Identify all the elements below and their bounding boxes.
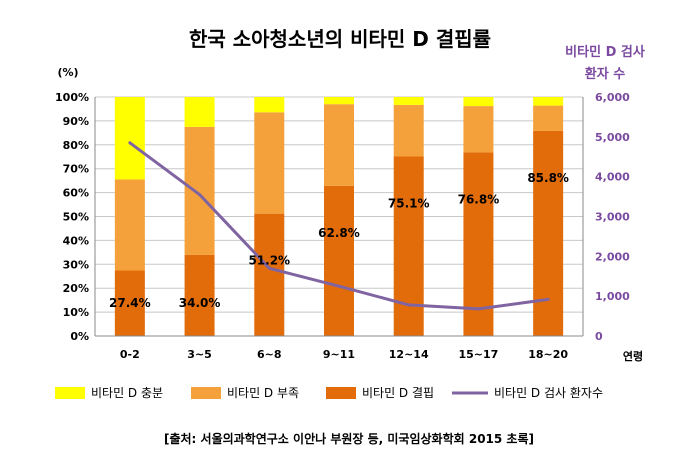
left-tick-label: 50% xyxy=(63,211,89,224)
bar xyxy=(324,185,354,336)
bar xyxy=(184,97,215,127)
bar xyxy=(463,106,494,153)
bar xyxy=(114,270,145,336)
data-label: 62.8% xyxy=(318,226,360,240)
bar xyxy=(463,152,494,336)
category-label: 3~5 xyxy=(187,348,212,361)
bar xyxy=(254,97,285,113)
legend-swatch xyxy=(326,387,356,399)
data-label: 85.8% xyxy=(527,171,569,185)
chart-title: 한국 소아청소년의 비타민 D 결핍률 xyxy=(189,27,491,51)
category-label: 9~11 xyxy=(323,348,355,361)
legend: 비타민 D 충분 비타민 D 부족 비타민 D 결핍 비타민 D 검사 환자수 xyxy=(55,386,603,400)
left-tick-label: 30% xyxy=(63,258,89,271)
line-point xyxy=(546,297,550,301)
legend-label: 비타민 D 충분 xyxy=(91,386,163,400)
line-point xyxy=(267,266,271,270)
left-tick-label: 40% xyxy=(63,234,89,247)
bar xyxy=(533,105,564,131)
bar xyxy=(114,179,145,271)
right-axis-title-line1: 비타민 D 검사 xyxy=(565,44,645,60)
bar xyxy=(393,104,424,157)
left-tick-label: 0% xyxy=(70,330,89,343)
right-tick-label: 2,000 xyxy=(595,250,630,263)
line-point xyxy=(476,307,480,311)
right-tick-label: 6,000 xyxy=(595,91,630,104)
bar xyxy=(533,130,564,336)
right-tick-label: 0 xyxy=(595,330,603,343)
data-label: 34.0% xyxy=(179,296,221,310)
category-label: 18~20 xyxy=(528,348,568,361)
bar xyxy=(533,97,564,106)
data-label: 27.4% xyxy=(109,296,151,310)
bar xyxy=(254,112,285,214)
bar xyxy=(324,104,354,186)
line-point xyxy=(337,284,341,288)
left-tick-label: 100% xyxy=(55,91,89,104)
right-tick-label: 4,000 xyxy=(595,171,630,184)
legend-label: 비타민 D 결핍 xyxy=(362,386,434,400)
line-point xyxy=(407,303,411,307)
right-tick-label: 5,000 xyxy=(595,131,630,144)
x-axis-label: 연령 xyxy=(623,349,643,363)
legend-swatch xyxy=(191,387,221,399)
left-tick-label: 20% xyxy=(63,282,89,295)
right-tick-label: 1,000 xyxy=(595,290,630,303)
left-tick-label: 90% xyxy=(63,115,89,128)
source-note: [출처: 서울의과학연구소 이안나 부원장 등, 미국임상화학회 2015 초록… xyxy=(164,431,534,446)
legend-swatch xyxy=(55,387,85,399)
legend-label: 비타민 D 검사 환자수 xyxy=(494,386,603,400)
left-tick-label: 80% xyxy=(63,139,89,152)
bar xyxy=(393,97,424,105)
bar xyxy=(324,97,354,105)
legend-label: 비타민 D 부족 xyxy=(227,386,299,400)
plot-area: 0% 10% 20% 30% 40% 50% 60% 70% 80% 90% 100% 0 1,000 2… xyxy=(55,91,630,361)
category-label: 0-2 xyxy=(120,348,140,361)
bar xyxy=(254,213,285,336)
bar xyxy=(184,126,215,255)
right-axis-title-line2: 환자 수 xyxy=(585,66,625,82)
left-axis-unit: (%) xyxy=(57,66,78,79)
left-tick-label: 70% xyxy=(63,163,89,176)
bar xyxy=(114,97,145,180)
data-label: 76.8% xyxy=(458,192,500,206)
data-label: 75.1% xyxy=(388,197,430,211)
line-point xyxy=(128,141,132,145)
bar xyxy=(184,254,215,336)
bar xyxy=(393,156,424,336)
bar xyxy=(463,97,494,107)
left-tick-label: 60% xyxy=(63,187,89,200)
data-label: 51.2% xyxy=(248,254,290,268)
left-tick-label: 10% xyxy=(63,306,89,319)
category-label: 6~8 xyxy=(257,348,282,361)
right-tick-label: 3,000 xyxy=(595,211,630,224)
category-label: 15~17 xyxy=(459,348,499,361)
line-point xyxy=(198,193,202,197)
category-label: 12~14 xyxy=(389,348,429,361)
